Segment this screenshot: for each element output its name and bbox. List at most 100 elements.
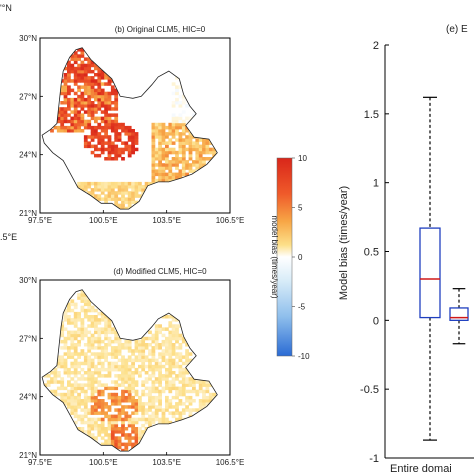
heatmap-cell	[80, 69, 85, 74]
heatmap-cell	[67, 101, 71, 105]
heatmap-cell	[110, 386, 115, 391]
heatmap-cell	[90, 76, 95, 80]
heatmap-cell	[100, 339, 105, 344]
heatmap-cell	[141, 417, 146, 422]
heatmap-cell	[171, 101, 176, 105]
heatmap-cell	[87, 371, 92, 375]
heatmap-cell	[171, 343, 176, 347]
heatmap-cell	[158, 377, 162, 381]
heatmap-cell	[151, 371, 156, 375]
heatmap-cell	[154, 364, 159, 369]
heatmap-cell	[171, 386, 176, 391]
heatmap-cell	[87, 185, 92, 189]
heatmap-cell	[175, 119, 179, 124]
heatmap-cell	[117, 367, 122, 372]
heatmap-cell	[80, 336, 85, 341]
heatmap-cell	[161, 389, 166, 394]
heatmap-cell	[107, 101, 112, 105]
heatmap-cell	[87, 330, 92, 335]
heatmap-cell	[171, 361, 176, 366]
heatmap-cell	[117, 122, 122, 127]
heatmap-cell	[208, 392, 213, 397]
heatmap-cell	[97, 104, 102, 108]
heatmap-cell	[110, 439, 115, 443]
heatmap-cell	[73, 336, 78, 341]
heatmap-cell	[77, 116, 81, 121]
heatmap-cell	[127, 399, 132, 403]
heatmap-cell	[127, 147, 132, 152]
heatmap-cell	[158, 367, 162, 372]
heatmap-cell	[171, 150, 176, 155]
heatmap-cell	[107, 427, 112, 431]
heatmap-cell	[114, 122, 119, 127]
heatmap-cell	[165, 160, 169, 164]
heatmap-cell	[175, 85, 179, 89]
heatmap-cell	[97, 101, 102, 105]
heatmap-cell	[110, 107, 115, 111]
heatmap-cell	[138, 349, 142, 353]
heatmap-cell	[134, 371, 139, 375]
heatmap-cell	[63, 318, 68, 322]
heatmap-cell	[181, 110, 186, 114]
heatmap-cell	[212, 392, 217, 397]
heatmap-cell	[100, 91, 105, 96]
heatmap-cell	[60, 101, 65, 105]
heatmap-cell	[87, 305, 92, 310]
heatmap-cell	[185, 135, 189, 139]
heatmap-cell	[185, 355, 189, 359]
heatmap-cell	[114, 94, 119, 99]
heatmap-cell	[202, 138, 206, 142]
heatmap-cell	[100, 135, 105, 139]
heatmap-cell	[73, 389, 78, 394]
heatmap-cell	[94, 119, 98, 124]
heatmap-cell	[90, 305, 95, 310]
heatmap-cell	[154, 367, 159, 372]
heatmap-cell	[87, 349, 92, 353]
heatmap-cell	[131, 402, 135, 406]
heatmap-cell	[104, 439, 108, 443]
heatmap-cell	[178, 352, 183, 356]
heatmap-cell	[94, 352, 98, 356]
heatmap-cell	[158, 371, 162, 375]
heatmap-cell	[63, 88, 68, 93]
heatmap-cell	[80, 94, 85, 99]
heatmap-cell	[100, 423, 105, 428]
heatmap-cell	[124, 181, 129, 186]
heatmap-cell	[110, 327, 115, 331]
heatmap-cell	[67, 79, 71, 83]
heatmap-cell	[151, 163, 156, 167]
heatmap-cell	[67, 119, 71, 124]
heatmap-cell	[171, 141, 176, 145]
heatmap-cell	[151, 383, 156, 387]
heatmap-cell	[70, 63, 75, 68]
heatmap-cell	[138, 343, 142, 347]
heatmap-cell	[131, 374, 135, 378]
heatmap-cell	[195, 141, 200, 145]
heatmap-cell	[178, 147, 183, 152]
heatmap-cell	[178, 122, 183, 127]
heatmap-cell	[134, 346, 139, 350]
panel-e-title: (e) E	[446, 24, 468, 35]
x-tick-label: 106.5°E	[216, 458, 245, 467]
heatmap-cell	[161, 150, 166, 155]
heatmap-cell	[124, 129, 129, 133]
heatmap-cell	[185, 377, 189, 381]
heatmap-cell	[67, 125, 71, 130]
heatmap-cell	[60, 107, 65, 111]
heatmap-cell	[104, 188, 108, 192]
heatmap-cell	[100, 101, 105, 105]
heatmap-cell	[148, 352, 152, 356]
colorbar-tick-label: -5	[298, 303, 306, 312]
heatmap-cell	[83, 377, 88, 381]
heatmap-cell	[175, 138, 179, 142]
heatmap-cell	[185, 405, 189, 409]
heatmap-cell	[198, 399, 203, 403]
heatmap-cell	[148, 408, 152, 412]
heatmap-cell	[131, 349, 135, 353]
heatmap-cell	[77, 405, 81, 409]
heatmap-cell	[67, 88, 71, 93]
heatmap-cell	[90, 188, 95, 192]
heatmap-cell	[158, 408, 162, 412]
heatmap-cell	[87, 380, 92, 384]
heatmap-cell	[154, 333, 159, 338]
